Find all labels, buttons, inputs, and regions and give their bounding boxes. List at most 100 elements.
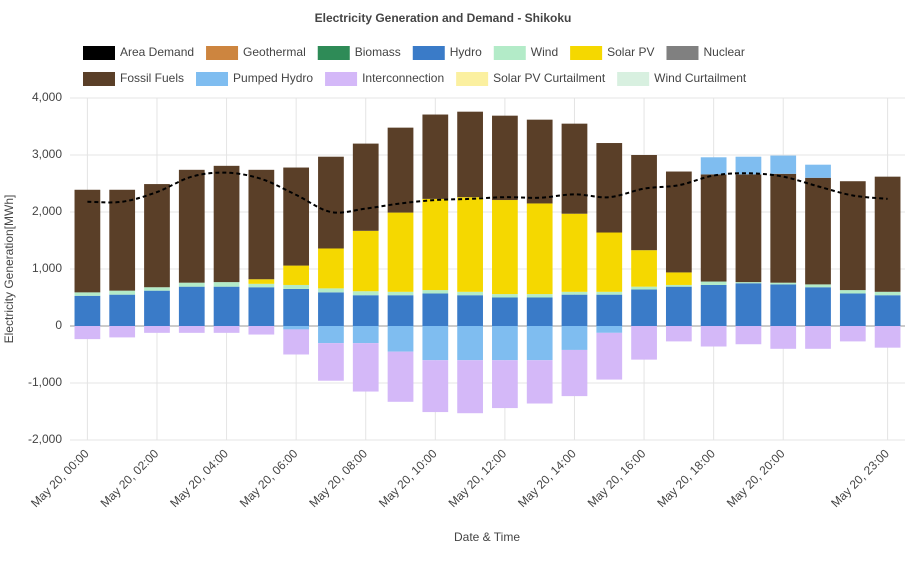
legend-label: Solar PV Curtailment <box>493 71 606 85</box>
bar-segment <box>770 282 797 285</box>
bar-segment <box>178 286 205 326</box>
bar-segment <box>74 295 101 326</box>
bar-segment <box>561 123 588 214</box>
bar-segment <box>770 326 797 349</box>
bar-segment <box>144 287 170 291</box>
bar-segment <box>387 212 414 292</box>
bar-segment <box>492 115 518 201</box>
bar-segment <box>805 177 831 285</box>
bar-segment <box>422 293 449 326</box>
y-axis-title: Electricity Generation[MWh] <box>2 195 16 344</box>
legend-label: Wind Curtailment <box>654 71 747 85</box>
bar-segment <box>283 265 310 285</box>
bar-segment <box>874 295 901 326</box>
bar-segment <box>318 288 344 293</box>
bar-segment <box>144 290 170 326</box>
bar-segment <box>283 167 310 266</box>
bar-segment <box>352 291 379 296</box>
x-tick-label: May 20, 00:00 <box>28 446 92 510</box>
bar-segment <box>492 294 518 298</box>
legend-item: Hydro <box>412 45 482 60</box>
bar-segment <box>248 169 275 280</box>
bar-segment <box>631 155 657 251</box>
bar-segment <box>387 291 414 296</box>
x-tick-label: May 20, 10:00 <box>376 446 440 510</box>
legend-item: Pumped Hydro <box>196 71 313 86</box>
legend-item: Solar PV <box>570 45 654 60</box>
bar-segment <box>422 326 449 361</box>
bar-segment <box>178 169 205 283</box>
y-tick-label: 0 <box>55 318 62 332</box>
x-tick-label: May 20, 18:00 <box>654 446 718 510</box>
bar-segment <box>213 282 240 287</box>
x-tick-label: May 20, 06:00 <box>237 446 301 510</box>
bar-segment <box>805 284 831 288</box>
bar-segment <box>248 279 275 284</box>
bar-segment <box>700 284 727 326</box>
bar-segment <box>805 326 831 349</box>
bar-segment <box>805 164 831 178</box>
legend-swatch <box>196 72 229 86</box>
legend-item: Fossil Fuels <box>83 71 184 86</box>
bar-segment <box>770 284 797 326</box>
x-tick-label: May 20, 16:00 <box>585 446 649 510</box>
bar-segment <box>526 203 553 295</box>
legend-item: Area Demand <box>83 45 194 60</box>
legend-swatch <box>83 72 115 86</box>
bar-segment <box>352 326 379 344</box>
bar-segment <box>596 291 623 295</box>
bar-segment <box>631 250 657 287</box>
x-tick-label: May 20, 23:00 <box>828 446 892 510</box>
x-tick-label: May 20, 02:00 <box>98 446 162 510</box>
bar-segment <box>457 360 483 414</box>
bar-segment <box>74 292 101 296</box>
bar-segment <box>700 157 727 175</box>
bar-segment <box>665 272 692 285</box>
legend-swatch <box>456 72 489 86</box>
x-tick-label: May 20, 14:00 <box>515 446 579 510</box>
legend-item: Biomass <box>317 45 401 60</box>
bar-segment <box>318 248 344 289</box>
bar-segment <box>526 119 553 204</box>
bar-segment <box>492 326 518 361</box>
bar-segment <box>74 326 101 340</box>
legend-swatch <box>666 46 699 60</box>
bar-segment <box>422 290 449 294</box>
bar-segment <box>387 295 414 326</box>
bar-segment <box>596 143 623 233</box>
bar-segment <box>665 326 692 342</box>
legend-swatch <box>570 46 603 60</box>
y-tick-label: -2,000 <box>28 432 62 446</box>
bar-segment <box>74 189 101 293</box>
bar-segment <box>526 326 553 361</box>
bar-segment <box>665 286 692 326</box>
bar-segment <box>839 293 866 326</box>
x-tick-label: May 20, 04:00 <box>167 446 231 510</box>
bar-segment <box>735 283 762 326</box>
bar-segment <box>874 291 901 296</box>
bar-segment <box>874 326 901 348</box>
legend-swatch <box>493 46 526 60</box>
legend-item: Solar PV Curtailment <box>456 71 606 86</box>
bar-segment <box>596 326 623 333</box>
bar-segment <box>318 343 344 381</box>
y-tick-label: 2,000 <box>32 204 62 218</box>
legend-label: Area Demand <box>120 45 194 59</box>
legend-item: Interconnection <box>325 71 444 86</box>
bar-segment <box>457 295 483 326</box>
y-tick-label: 4,000 <box>32 90 62 104</box>
bar-segment <box>109 189 136 291</box>
bar-segment <box>422 114 449 199</box>
bar-segment <box>352 230 379 292</box>
bar-segment <box>109 326 136 338</box>
bar-segment <box>735 174 762 283</box>
legend-label: Biomass <box>355 45 401 59</box>
bar-segment <box>248 326 275 335</box>
bar-segment <box>387 127 414 213</box>
bar-segment <box>422 360 449 413</box>
bar-segment <box>561 213 588 292</box>
bar-segment <box>700 174 727 282</box>
bar-segment <box>213 326 240 333</box>
bar-segment <box>561 349 588 397</box>
